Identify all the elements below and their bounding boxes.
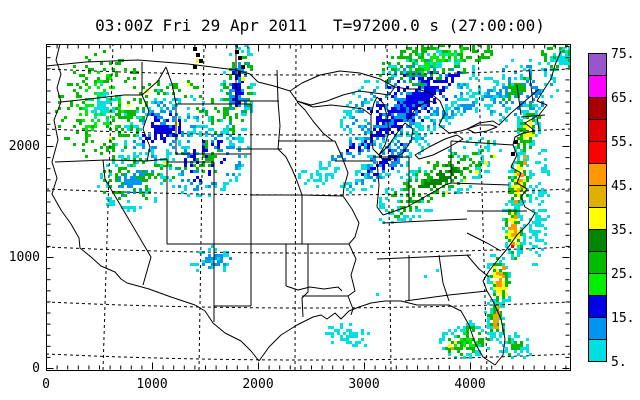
colorbar-cell	[588, 185, 607, 208]
colorbar: 75. 65. 55. 45. 35. 25. 15. 5.	[588, 47, 634, 370]
y-tick-label: 1000	[9, 250, 40, 265]
tick-labels: 0 1000 2000 3000 4000 0 1000 2000	[9, 139, 486, 392]
colorbar-label: 5.	[611, 355, 627, 370]
x-tick-label: 0	[42, 377, 50, 392]
colorbar-cell	[588, 119, 607, 142]
colorbar-cell	[588, 75, 607, 98]
colorbar-cell	[588, 295, 607, 318]
colorbar-cell	[588, 273, 607, 296]
colorbar-cell	[588, 141, 607, 164]
colorbar-label: 45.	[611, 179, 634, 194]
x-tick-label: 1000	[136, 377, 167, 392]
colorbar-label: 65.	[611, 91, 634, 106]
colorbar-cell	[588, 97, 607, 120]
title-forecast-time: T=97200.0 s (27:00:00)	[333, 16, 545, 35]
state-and-coast-borders	[46, 44, 562, 366]
y-tick-label: 2000	[9, 139, 40, 154]
colorbar-cell	[588, 207, 607, 230]
plot-title: 03:00Z Fri 29 Apr 2011 T=97200.0 s (27:00…	[0, 16, 640, 35]
x-tick-label: 2000	[242, 377, 273, 392]
colorbar-label: 55.	[611, 135, 634, 150]
colorbar-label: 35.	[611, 223, 634, 238]
colorbar-cell	[588, 339, 607, 362]
colorbar-label: 25.	[611, 267, 634, 282]
colorbar-cell	[588, 317, 607, 340]
y-tick-label: 0	[32, 361, 40, 376]
x-tick-label: 3000	[348, 377, 379, 392]
colorbar-label: 15.	[611, 311, 634, 326]
precipitation-cells	[55, 44, 570, 359]
us-base-map	[46, 44, 570, 370]
colorbar-cell	[588, 163, 607, 186]
axes-frame-and-ticks	[46, 44, 571, 371]
colorbar-cell	[588, 251, 607, 274]
title-datetime: 03:00Z Fri 29 Apr 2011	[95, 16, 307, 35]
x-tick-label: 4000	[454, 377, 485, 392]
colorbar-cell	[588, 53, 607, 76]
colorbar-label: 75.	[611, 47, 634, 62]
lat-lon-graticule	[46, 44, 570, 370]
colorbar-cell	[588, 229, 607, 252]
